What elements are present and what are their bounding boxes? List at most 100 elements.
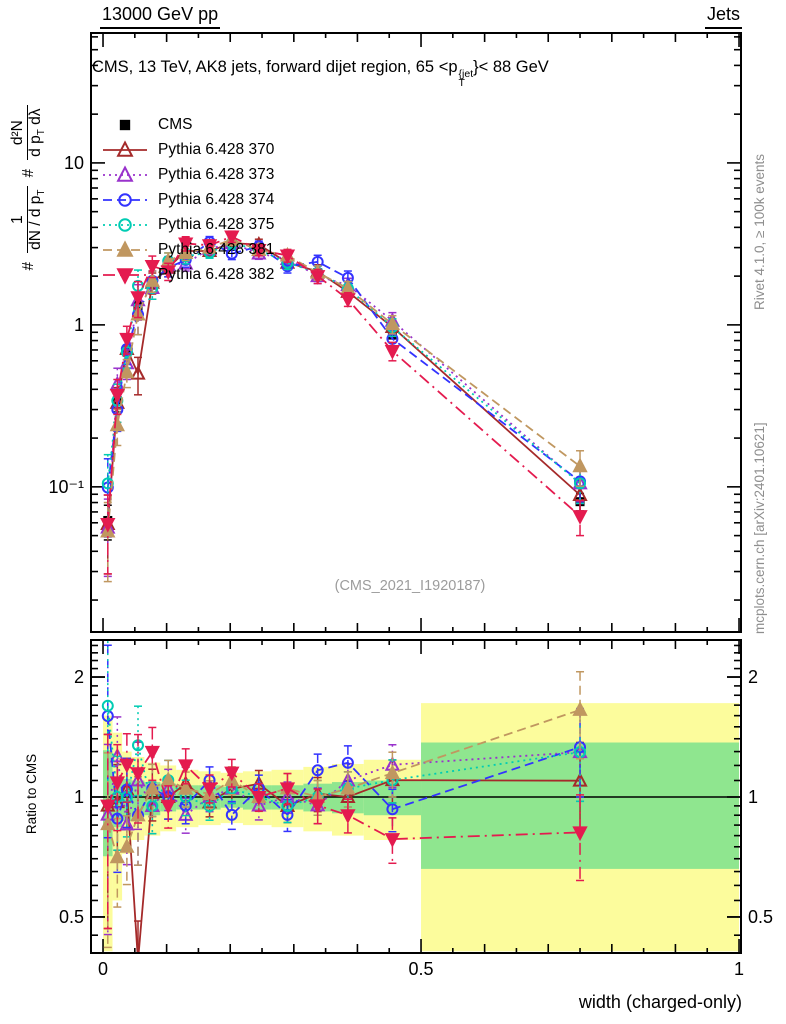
data-point-marker — [572, 701, 588, 716]
data-point-marker — [384, 315, 401, 331]
mcplots-reference-note: mcplots.cern.ch [arXiv:2401.10621] — [752, 422, 767, 634]
yaxis-frac1-numerator: 1 — [9, 215, 26, 224]
data-point-marker — [116, 139, 134, 157]
data-point-marker — [178, 237, 194, 253]
data-point-marker — [119, 815, 135, 831]
x-tick-label: 0.5 — [409, 959, 434, 979]
data-point-marker — [224, 766, 240, 782]
legend: CMS Pythia 6.428 370 Pythia 6.428 373 Pythi… — [102, 112, 274, 287]
plot-title-text: CMS, 13 TeV, AK8 jets, forward dijet reg… — [92, 58, 458, 76]
legend-label: Pythia 6.428 374 — [158, 190, 275, 208]
data-point-marker — [130, 364, 146, 380]
axis-ticks — [91, 33, 741, 953]
data-point-marker — [109, 848, 125, 864]
legend-entry-pythia-6-428-382: Pythia 6.428 382 — [102, 262, 274, 287]
main-y-tick-label: 10⁻¹ — [48, 477, 84, 497]
data-point-marker — [340, 779, 356, 795]
data-point-marker — [341, 756, 354, 769]
data-point-marker — [310, 270, 326, 285]
data-point-marker — [384, 833, 401, 848]
data-point-marker — [109, 388, 125, 404]
legend-label: Pythia 6.428 370 — [158, 140, 275, 158]
axis-tick-labels: 0 0.5 1 10 1 10⁻¹ 2 2 1 1 0.5 0.5 — [48, 153, 773, 979]
beam-energy-header: 13000 GeV pp — [100, 4, 221, 29]
yaxis-frac2-denominator: d pT dλ — [26, 105, 48, 160]
x-tick-label: 1 — [734, 959, 744, 979]
ratio-y-tick-label-left: 2 — [74, 667, 84, 687]
data-point-marker — [225, 808, 238, 821]
data-point-marker — [160, 265, 176, 281]
data-point-marker — [118, 192, 132, 207]
data-point-marker — [130, 767, 146, 782]
data-point-marker — [311, 764, 324, 777]
data-point-marker — [574, 477, 587, 490]
ratio-y-tick-label-right: 0.5 — [748, 907, 773, 927]
x-axis-title: width (charged-only) — [578, 992, 742, 1012]
data-point-marker — [384, 344, 401, 360]
yaxis-frac2-numerator: d²N — [9, 120, 26, 146]
legend-label: Pythia 6.428 382 — [158, 265, 275, 283]
data-point-marker — [100, 799, 116, 815]
yaxis-frac1-denominator: dN / d pT — [26, 186, 48, 253]
data-point-marker — [201, 239, 218, 254]
pt-superscript-stack: {jet T — [458, 69, 474, 89]
data-point-marker — [100, 815, 116, 831]
analysis-id-watermark: (CMS_2021_I1920187) — [334, 578, 486, 594]
data-point-marker — [119, 119, 131, 130]
data-point-marker — [572, 826, 588, 842]
data-point-marker — [109, 747, 125, 763]
data-point-marker — [251, 790, 267, 806]
legend-entry-pythia-6-428-370: Pythia 6.428 370 — [102, 137, 274, 162]
legend-entry-pythia-6-428-381: Pythia 6.428 381 — [102, 237, 274, 262]
x-tick-label: 0 — [98, 959, 108, 979]
ratio-series-pythia-6-428-382 — [100, 726, 588, 930]
legend-marker-triangle-down-icon — [103, 267, 147, 285]
ratio-y-tick-label-left: 0.5 — [59, 907, 84, 927]
legend-entry-pythia-6-428-375: Pythia 6.428 375 — [102, 212, 274, 237]
legend-label: CMS — [158, 115, 193, 133]
legend-marker-circle-icon — [103, 217, 147, 232]
data-point-marker — [109, 776, 125, 792]
legend-entry-pythia-6-428-373: Pythia 6.428 373 — [102, 162, 274, 187]
legend-marker-circle-icon — [103, 192, 147, 207]
data-point-marker — [144, 779, 160, 795]
data-point-marker — [251, 243, 267, 259]
data-point-marker — [572, 457, 588, 473]
data-point-marker — [119, 332, 135, 348]
series-pythia-6-428-382 — [100, 230, 588, 575]
data-point-marker — [119, 838, 135, 853]
legend-label: Pythia 6.428 373 — [158, 165, 275, 183]
legend-marker-triangle-up-icon — [103, 139, 147, 157]
main-y-tick-label: 10 — [64, 153, 84, 173]
data-point-marker — [130, 291, 146, 306]
analysis-group-header: Jets — [704, 4, 742, 29]
ratio-y-axis-title: Ratio to CMS — [24, 753, 39, 835]
ratio-y-tick-label-right: 2 — [748, 667, 758, 687]
data-point-marker — [386, 803, 399, 816]
legend-entry-pythia-6-428-374: Pythia 6.428 374 — [102, 187, 274, 212]
data-point-marker — [144, 259, 160, 275]
pt-sub: T — [458, 77, 465, 89]
plot-title: CMS, 13 TeV, AK8 jets, forward dijet reg… — [92, 58, 549, 88]
yaxis-fraction-2: d²N d pT dλ — [9, 105, 48, 160]
data-point-marker — [132, 955, 144, 967]
ratio-uncertainty-bands — [103, 703, 740, 952]
rivet-version-note: Rivet 4.1.0, ≥ 100k events — [752, 154, 767, 310]
data-point-marker — [109, 416, 125, 432]
data-point-marker — [279, 782, 296, 798]
data-point-marker — [178, 254, 194, 270]
series-line — [106, 715, 581, 819]
main-y-axis-title: # 1 dN / d pT # d²N d pT dλ — [9, 32, 48, 344]
data-point-marker — [340, 293, 356, 308]
main-y-tick-label: 1 — [74, 315, 84, 335]
legend-marker-triangle-up-icon — [103, 164, 147, 182]
data-point-marker — [100, 517, 116, 533]
data-point-marker — [201, 782, 218, 798]
data-point-marker — [310, 799, 326, 815]
plot-title-tail: }< 88 GeV — [473, 58, 549, 76]
data-point-marker — [340, 809, 356, 824]
ratio-y-tick-label-right: 1 — [748, 787, 758, 807]
data-point-marker — [178, 780, 194, 795]
legend-label: Pythia 6.428 375 — [158, 215, 275, 233]
